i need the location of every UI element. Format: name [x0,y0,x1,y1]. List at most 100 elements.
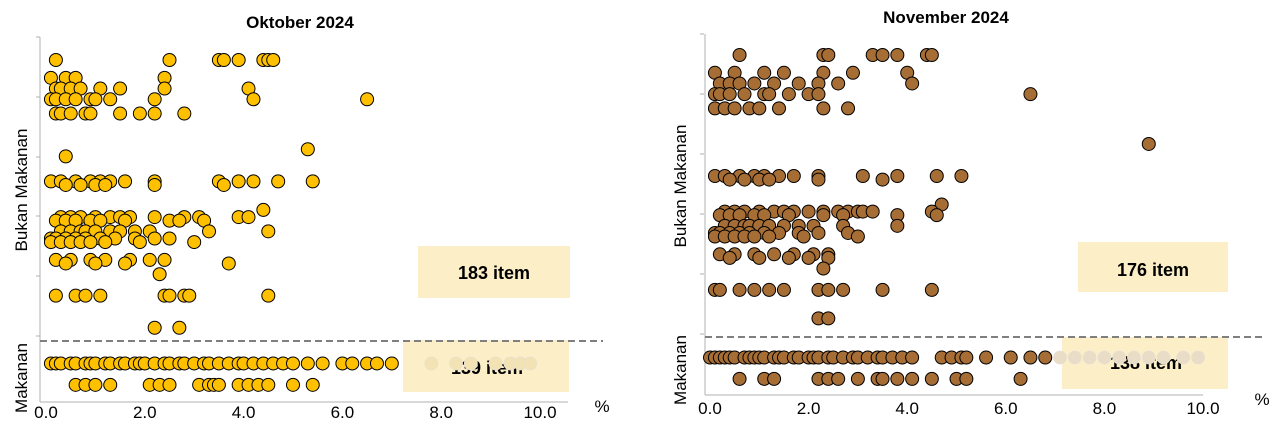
scatter-point [954,169,969,184]
scatter-point [821,48,836,62]
scatter-point [722,172,737,187]
scatter-point [1067,350,1082,365]
scatter-point [147,320,162,335]
x-tick-label: 8.0 [1093,399,1117,418]
scatter-point [463,356,478,371]
scatter-point [300,142,315,157]
scatter-point [747,282,762,297]
scatter-point [103,377,118,392]
scatter-point [732,371,747,386]
scatter-point [147,92,162,107]
scatter-point [172,213,187,228]
scatter-point [762,282,777,297]
scatter-point [841,101,856,116]
scatter-point [216,53,231,67]
scatter-point [752,101,767,116]
scatter-point [767,371,782,386]
scatter-point [732,282,747,297]
y-axis-label-bottom: Makanan [12,343,31,413]
scatter-point [890,48,905,62]
scatter-point [241,210,256,225]
y-axis-label-bottom: Makanan [671,335,690,405]
scatter-point [147,231,162,246]
scatter-point [747,76,762,91]
scatter-point [979,350,994,365]
scatter-point [890,169,905,184]
scatter-point [924,48,939,62]
scatter-point [1141,136,1156,151]
scatter-point [187,235,202,250]
scatter-point [821,282,836,297]
scatter-point [172,320,187,335]
scatter-point [845,65,860,80]
scatter-point [1023,350,1038,365]
x-tick-label: 0.0 [34,403,58,422]
scatter-point [88,92,103,107]
scatter-point [261,377,276,392]
x-tick-label: 0.0 [698,399,722,418]
scatter-point [905,350,920,365]
count-box-bukan-makanan [418,246,570,298]
scatter-point [924,282,939,297]
scatter-point [162,377,177,392]
scatter-point [737,87,752,102]
scatter-point [732,48,747,62]
scatter-point [850,371,865,386]
scatter-point [286,356,300,371]
scatter-point [68,92,83,107]
x-tick-label: 6.0 [994,399,1018,418]
scatter-point [182,288,197,303]
scatter-point [855,169,870,184]
scatter-point [801,250,816,265]
scatter-point [850,229,865,244]
scatter-point [905,76,920,91]
scatter-point [762,87,777,102]
scatter-point [48,288,63,303]
scatter-point [890,371,905,386]
scatter-point [1156,350,1171,365]
chart-title: Oktober 2024 [246,13,354,32]
scatter-point [786,169,801,184]
scatter-point [875,172,890,187]
scatter-point [811,87,826,102]
x-axis-label: % [1254,390,1269,409]
scatter-point [801,204,816,219]
scatter-point [831,371,846,386]
scatter-point [1191,350,1205,365]
scatter-point [118,174,133,189]
scatter-point [63,106,78,121]
scatter-point [93,288,108,303]
scatter-point [300,356,315,371]
scatter-point [811,172,826,187]
scatter-point [152,267,167,282]
scatter-point [772,101,787,116]
scatter-point [836,282,851,297]
scatter-point [98,235,113,250]
scatter-point [752,250,767,265]
scatter-point [216,177,231,192]
scatter-point [796,229,811,244]
scatter-point [1127,350,1141,365]
scatter-point [58,256,73,271]
x-axis-label: % [594,397,609,416]
scatter-point [1141,350,1156,365]
scatter-point [266,53,281,67]
chart-oktober: Oktober 2024 Bukan Makanan Makanan 183 i… [12,13,610,422]
chart-title: November 2024 [883,8,1009,27]
scatter-point [929,169,944,184]
x-tick-label: 6.0 [331,403,355,422]
scatter-points [43,53,538,392]
y-axis-label-top: Bukan Makanan [671,125,690,248]
y-axis-ticks [36,36,40,337]
scatter-point [147,210,162,225]
x-axis-tick-labels: 0.0 2.0 4.0 6.0 8.0 10.0 [34,403,556,422]
scatter-point [1023,87,1038,102]
x-tick-label: 4.0 [895,399,919,418]
scatter-point [360,92,375,107]
scatter-point [142,252,157,267]
scatter-point [791,76,806,91]
scatter-point [875,48,890,62]
scatter-point [103,92,118,107]
scatter-point [488,356,503,371]
